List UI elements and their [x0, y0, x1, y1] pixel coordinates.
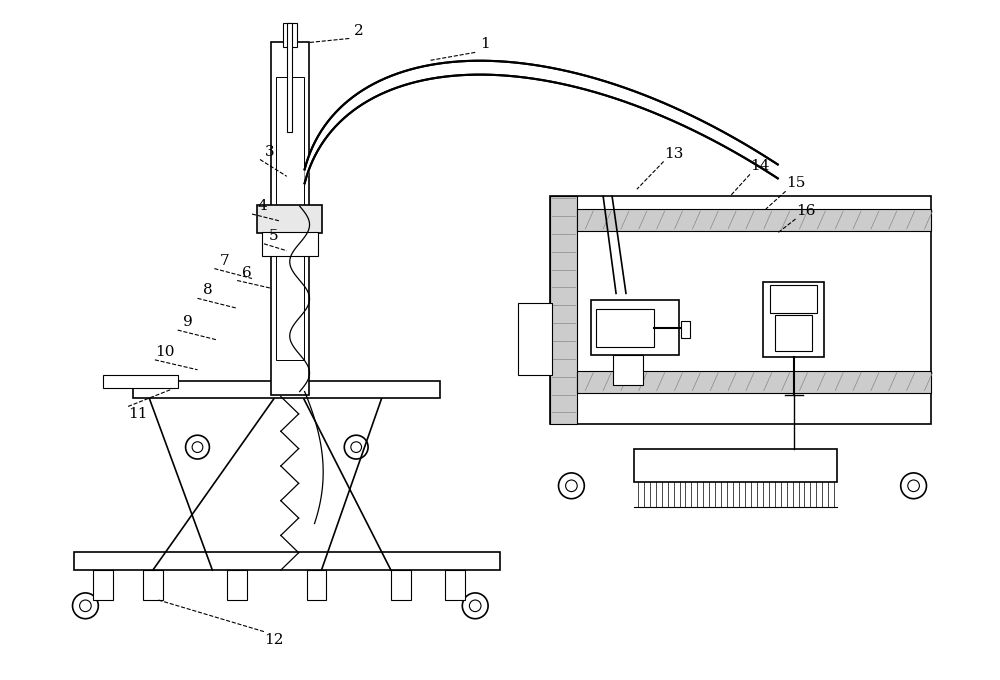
Text: 6: 6 [242, 266, 252, 279]
Text: 12: 12 [264, 632, 284, 647]
Bar [271, 42, 309, 394]
Bar [143, 570, 163, 600]
Text: 5: 5 [269, 229, 279, 243]
Text: 15: 15 [786, 176, 805, 190]
Bar [591, 301, 679, 355]
Text: 1: 1 [480, 37, 490, 52]
Text: 9: 9 [183, 315, 192, 329]
Bar [262, 232, 318, 256]
Text: 7: 7 [219, 254, 229, 268]
Bar [133, 381, 440, 398]
Bar [283, 22, 297, 48]
Bar [577, 371, 931, 392]
Bar [681, 321, 690, 338]
Text: 2: 2 [354, 24, 364, 37]
Text: 13: 13 [664, 146, 683, 160]
Text: 14: 14 [750, 159, 770, 173]
Bar [445, 570, 465, 600]
Bar [276, 77, 304, 360]
Text: 3: 3 [265, 145, 275, 158]
Bar [577, 209, 931, 231]
Bar [550, 197, 931, 424]
Text: 16: 16 [796, 204, 815, 218]
Bar [518, 303, 552, 375]
Bar [391, 570, 411, 600]
Bar [103, 375, 178, 388]
Bar [775, 316, 812, 351]
Bar [74, 552, 500, 570]
Bar [307, 570, 326, 600]
Bar [634, 449, 837, 482]
Bar [227, 570, 247, 600]
Text: 11: 11 [128, 407, 148, 422]
Text: 10: 10 [155, 345, 175, 359]
Text: 8: 8 [203, 284, 212, 297]
Bar [596, 309, 654, 347]
Bar [613, 355, 643, 385]
Bar [550, 197, 577, 424]
Bar [93, 570, 113, 600]
Text: 4: 4 [257, 199, 267, 213]
Bar [763, 282, 824, 357]
Bar [770, 286, 817, 313]
Bar [287, 22, 292, 132]
Bar [257, 205, 322, 233]
